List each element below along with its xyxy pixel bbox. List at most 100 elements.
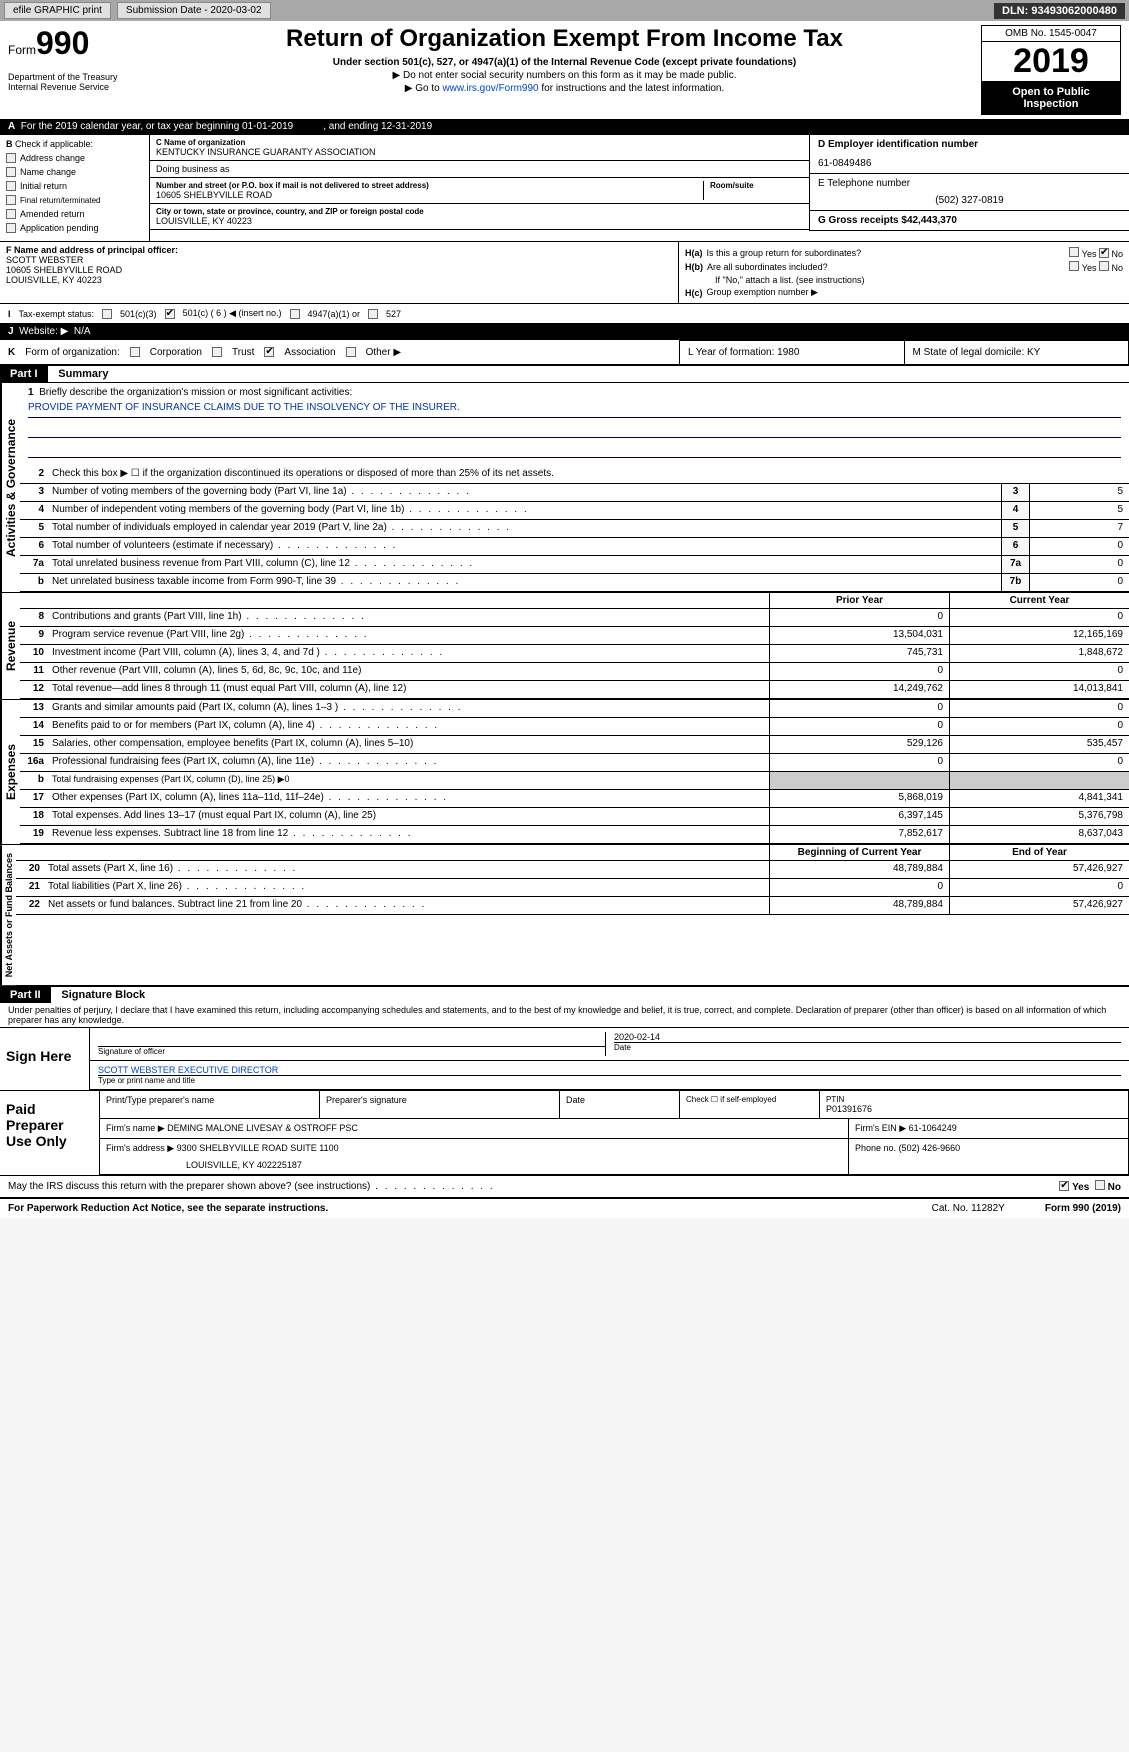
ha-no[interactable] [1099, 248, 1109, 258]
officer-addr2: LOUISVILLE, KY 40223 [6, 275, 672, 285]
firm-name-label: Firm's name ▶ [106, 1123, 165, 1133]
check-other[interactable] [346, 347, 356, 357]
section-b-checks: B Check if applicable: Address change Na… [0, 135, 150, 241]
c9: 12,165,169 [949, 627, 1129, 644]
part-ii-title: Signature Block [53, 987, 153, 1003]
open-public-badge: Open to Public Inspection [981, 81, 1121, 115]
p11: 0 [769, 663, 949, 680]
p8: 0 [769, 609, 949, 626]
hc-text: Group exemption number ▶ [707, 287, 818, 298]
p10: 745,731 [769, 645, 949, 662]
firm-ein: 61-1064249 [909, 1123, 957, 1133]
sign-here-label: Sign Here [0, 1028, 90, 1090]
firm-addr: 9300 SHELBYVILLE ROAD SUITE 1100 [177, 1143, 339, 1153]
m-state: M State of legal domicile: KY [905, 341, 1129, 364]
k-label: Form of organization: [25, 347, 120, 358]
sig-date-val: 2020-02-14 [614, 1032, 1121, 1042]
l16b: Total fundraising expenses (Part IX, col… [48, 772, 769, 789]
l17: Other expenses (Part IX, column (A), lin… [48, 790, 769, 807]
mission-blank-1 [28, 422, 1121, 438]
check-corp[interactable] [130, 347, 140, 357]
begin-hdr: Beginning of Current Year [769, 845, 949, 860]
ha-yes[interactable] [1069, 247, 1079, 257]
p9: 13,504,031 [769, 627, 949, 644]
check-address-change[interactable] [6, 153, 16, 163]
tax-year: 2019 [981, 41, 1121, 81]
row-j: J Website: ▶ N/A [0, 324, 1129, 339]
check-501c3[interactable] [102, 309, 112, 319]
perjury-text: Under penalties of perjury, I declare th… [0, 1003, 1129, 1027]
v7b: 0 [1029, 574, 1129, 591]
sidebar-revenue: Revenue [0, 593, 20, 699]
l7b: Net unrelated business taxable income fr… [48, 574, 1001, 591]
l13: Grants and similar amounts paid (Part IX… [48, 700, 769, 717]
c17: 4,841,341 [949, 790, 1129, 807]
v3: 5 [1029, 484, 1129, 501]
end-hdr: End of Year [949, 845, 1129, 860]
l2: Check this box ▶ ☐ if the organization d… [48, 466, 1129, 483]
c18: 5,376,798 [949, 808, 1129, 825]
check-name-change[interactable] [6, 167, 16, 177]
c22: 57,426,927 [949, 897, 1129, 914]
efile-button[interactable]: efile GRAPHIC print [4, 2, 111, 19]
check-527[interactable] [368, 309, 378, 319]
ein: 61-0849486 [818, 158, 1121, 169]
org-address: 10605 SHELBYVILLE ROAD [156, 190, 703, 200]
discuss-yes[interactable] [1059, 1181, 1069, 1191]
dln-label: DLN: 93493062000480 [994, 3, 1125, 19]
footer-right: Form 990 (2019) [1045, 1203, 1121, 1214]
l6: Total number of volunteers (estimate if … [48, 538, 1001, 555]
irs-link[interactable]: www.irs.gov/Form990 [442, 83, 538, 94]
l14: Benefits paid to or for members (Part IX… [48, 718, 769, 735]
check-final-return[interactable] [6, 195, 16, 205]
check-4947[interactable] [290, 309, 300, 319]
submission-date-button[interactable]: Submission Date - 2020-03-02 [117, 2, 271, 19]
check-501c[interactable] [165, 309, 175, 319]
sidebar-expenses: Expenses [0, 700, 20, 844]
check-amended[interactable] [6, 209, 16, 219]
ssn-note: ▶ Do not enter social security numbers o… [148, 70, 981, 81]
l11: Other revenue (Part VIII, column (A), li… [48, 663, 769, 680]
v7a: 0 [1029, 556, 1129, 573]
sig-name-title: SCOTT WEBSTER EXECUTIVE DIRECTOR [98, 1065, 1121, 1075]
form-subtitle: Under section 501(c), 527, or 4947(a)(1)… [148, 57, 981, 68]
p20: 48,789,884 [769, 861, 949, 878]
p16b [769, 772, 949, 789]
l5: Total number of individuals employed in … [48, 520, 1001, 537]
discuss-no[interactable] [1095, 1180, 1105, 1190]
sidebar-governance: Activities & Governance [0, 383, 20, 592]
row-a: A For the 2019 calendar year, or tax yea… [0, 119, 1129, 134]
phone: (502) 327-0819 [818, 195, 1121, 206]
hb-no[interactable] [1099, 261, 1109, 271]
p14: 0 [769, 718, 949, 735]
l22: Net assets or fund balances. Subtract li… [44, 897, 769, 914]
part-ii-header: Part II [0, 987, 51, 1003]
l10: Investment income (Part VIII, column (A)… [48, 645, 769, 662]
omb-number: OMB No. 1545-0047 [981, 25, 1121, 41]
p12: 14,249,762 [769, 681, 949, 698]
l19: Revenue less expenses. Subtract line 18 … [48, 826, 769, 843]
l18: Total expenses. Add lines 13–17 (must eq… [48, 808, 769, 825]
c14: 0 [949, 718, 1129, 735]
p18: 6,397,145 [769, 808, 949, 825]
hb-yes[interactable] [1069, 261, 1079, 271]
l8: Contributions and grants (Part VIII, lin… [48, 609, 769, 626]
p22: 48,789,884 [769, 897, 949, 914]
p16a: 0 [769, 754, 949, 771]
c13: 0 [949, 700, 1129, 717]
p17: 5,868,019 [769, 790, 949, 807]
d-label: D Employer identification number [818, 139, 978, 150]
topbar: efile GRAPHIC print Submission Date - 20… [0, 0, 1129, 21]
c16b [949, 772, 1129, 789]
l12: Total revenue—add lines 8 through 11 (mu… [48, 681, 769, 698]
check-pending[interactable] [6, 223, 16, 233]
ptin-value: P01391676 [826, 1104, 1122, 1114]
v6: 0 [1029, 538, 1129, 555]
l3: Number of voting members of the governin… [48, 484, 1001, 501]
part-i-title: Summary [50, 366, 116, 382]
check-trust[interactable] [212, 347, 222, 357]
l-year: L Year of formation: 1980 [680, 341, 905, 364]
check-initial-return[interactable] [6, 181, 16, 191]
officer-addr1: 10605 SHELBYVILLE ROAD [6, 265, 672, 275]
check-assoc[interactable] [264, 347, 274, 357]
